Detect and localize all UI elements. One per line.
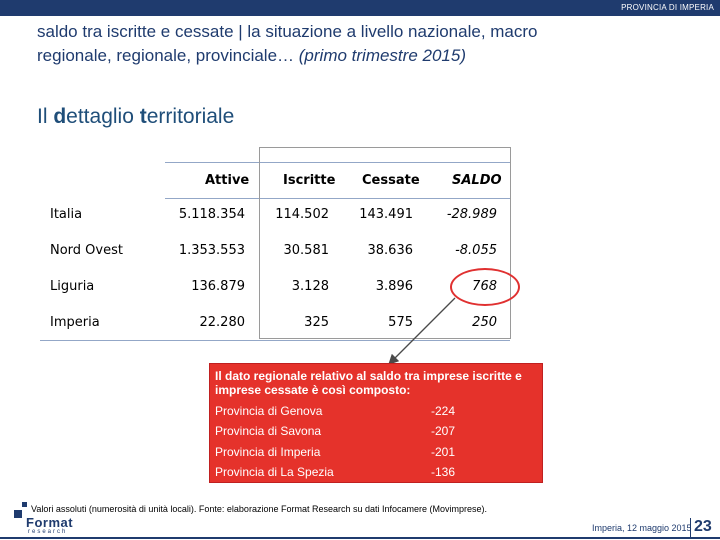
callout-label: Provincia di Imperia [215,445,321,459]
title-line2-text: regionale, regionale, provinciale… [37,46,299,65]
bottom-rule [0,537,720,539]
row-area: Italia [50,207,83,222]
row-iscritte: 30.581 [283,243,330,258]
row-iscritte: 114.502 [275,207,329,222]
row-cessate: 575 [388,315,413,330]
row-area: Liguria [50,279,95,294]
row-cessate: 38.636 [367,243,414,258]
section-subtitle: Il dettaglio territoriale [37,105,234,129]
page-number: 23 [694,518,712,535]
logo-square-icon [14,510,22,518]
row-attive: 136.879 [191,279,245,294]
row-cessate: 143.491 [359,207,413,222]
callout-label: Provincia di Genova [215,404,323,418]
row-saldo: -28.989 [446,207,497,222]
row-cessate: 3.896 [375,279,413,294]
title-period: (primo trimestre 2015) [298,46,466,65]
header-cessate: Cessate [362,173,420,188]
source-footnote: Valori assoluti (numerosità di unità loc… [31,504,488,514]
table-top-line [165,162,510,163]
subtitle-b1: d [53,105,67,128]
slide-title-line2: regionale, regionale, provinciale… (prim… [37,46,466,66]
highlight-circle [450,268,520,306]
footer-separator [690,518,691,538]
slide-title-line1: saldo tra iscritte e cessate | la situaz… [37,22,538,41]
format-research-logo: Format research [8,500,88,536]
footer-date: Imperia, 12 maggio 2015 [592,523,692,533]
callout-label: Provincia di Savona [215,424,322,438]
row-attive: 1.353.553 [178,243,245,258]
org-name: PROVINCIA DI IMPERIA [621,3,714,12]
logo-small-square-icon [22,502,27,507]
table-bottom-line [40,340,510,341]
table-header-line [165,198,510,199]
logo-sub: research [28,529,68,535]
callout-value: -224 [431,404,456,418]
row-area: Imperia [50,315,100,330]
row-saldo: 250 [472,315,497,330]
top-band: PROVINCIA DI IMPERIA [0,0,720,16]
row-area: Nord Ovest [50,243,123,258]
callout-box: Il dato regionale relativo al saldo tra … [209,363,543,483]
row-iscritte: 325 [304,315,329,330]
callout-value: -136 [431,465,456,479]
header-saldo: SALDO [452,173,502,188]
callout-value: -207 [431,424,456,438]
header-iscritte: Iscritte [283,173,336,188]
saldo-column-box [259,147,511,339]
row-attive: 5.118.354 [178,207,245,222]
callout-heading: Il dato regionale relativo al saldo tra … [215,369,522,397]
subtitle-part3: erritoriale [146,105,235,128]
row-saldo: -8.055 [455,243,497,258]
header-attive: Attive [205,173,250,188]
row-iscritte: 3.128 [291,279,329,294]
subtitle-b2: t [139,105,147,128]
subtitle-part2: ettaglio [66,105,140,128]
row-attive: 22.280 [199,315,246,330]
subtitle-part1: Il [37,105,54,128]
callout-value: -201 [431,445,456,459]
callout-label: Provincia di La Spezia [215,465,334,479]
logo-word: Format [26,515,74,530]
